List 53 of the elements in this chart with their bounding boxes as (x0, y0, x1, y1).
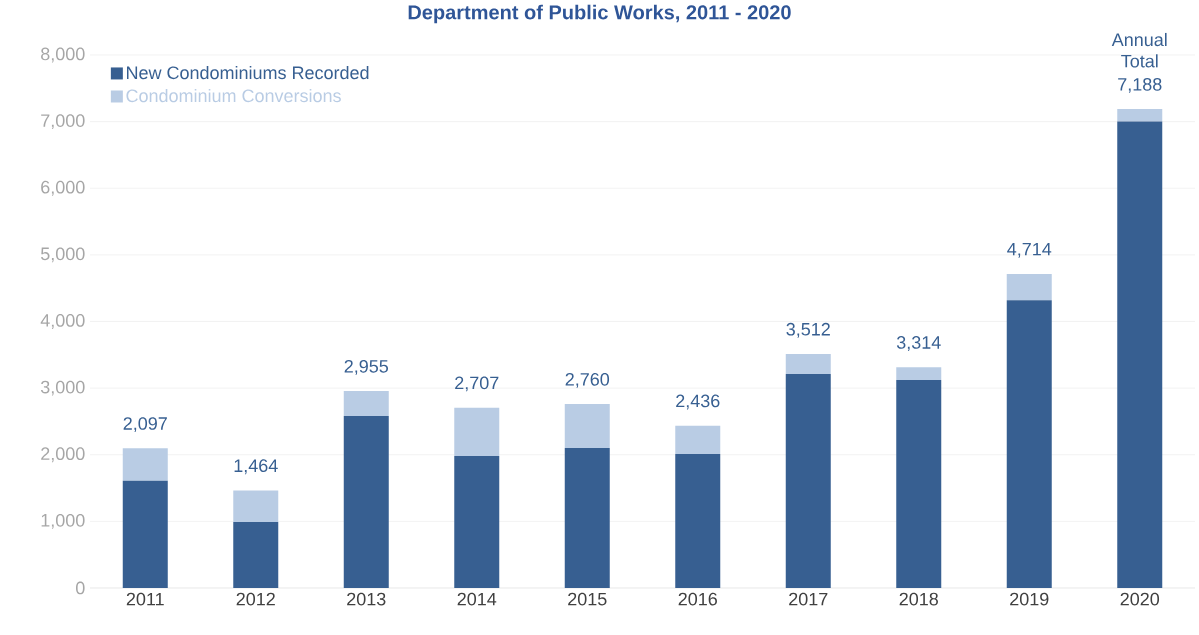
total-label: 3,314 (896, 336, 941, 351)
x-tick-label: 2013 (347, 592, 386, 606)
bar (1117, 121, 1163, 588)
bar (896, 380, 942, 588)
y-tick-label: 2,000 (41, 447, 85, 463)
x-tick-label: 2017 (789, 592, 828, 606)
bar (122, 448, 168, 481)
x-tick-label: 2014 (457, 592, 497, 606)
bar (454, 456, 500, 588)
y-tick-label: 6,000 (41, 180, 85, 196)
annotation: Annual Total (1111, 32, 1167, 68)
bar (785, 354, 831, 375)
y-tick-label: 7,000 (41, 114, 85, 130)
bar (564, 404, 610, 449)
bar (1117, 109, 1163, 122)
bar (343, 416, 389, 588)
total-label: 7,188 (1118, 77, 1162, 93)
total-label: 2,436 (676, 394, 720, 410)
bar (233, 522, 279, 588)
total-label: 2,097 (123, 417, 167, 433)
total-label: 2,760 (565, 372, 610, 388)
bar (1006, 300, 1052, 588)
bar (1006, 273, 1052, 301)
bar (785, 374, 831, 588)
x-tick-label: 2012 (236, 592, 275, 606)
x-tick-label: 2020 (1120, 592, 1160, 606)
bar (454, 407, 500, 457)
bar (343, 391, 389, 417)
total-label: 2,707 (455, 376, 499, 392)
bar (233, 490, 279, 523)
y-tick-label: 3,000 (40, 380, 85, 396)
chart-title: Department of Public Works, 2011 - 2020 (408, 4, 791, 24)
bar (122, 480, 168, 588)
x-tick-label: 2011 (126, 592, 164, 606)
total-label: 1,464 (234, 459, 278, 475)
total-label: 2,955 (344, 359, 389, 375)
total-label: 4,714 (1007, 242, 1052, 258)
x-tick-label: 2019 (1010, 592, 1049, 606)
bar (564, 448, 610, 588)
bar (675, 454, 721, 588)
legend-label: New Condominiums Recorded (127, 65, 369, 80)
legend-label: Condominium Conversions (126, 88, 341, 103)
y-tick-label: 8,000 (41, 47, 85, 63)
y-tick-label: 0 (76, 581, 85, 595)
bar (675, 425, 721, 455)
y-tick-label: 4,000 (40, 314, 85, 329)
total-label: 3,512 (786, 322, 830, 338)
x-tick-label: 2016 (678, 592, 717, 606)
y-tick-label: 5,000 (40, 247, 85, 263)
x-tick-label: 2018 (899, 592, 938, 606)
y-tick-label: 1,000 (41, 513, 85, 529)
bar (896, 367, 942, 381)
x-tick-label: 2015 (568, 592, 607, 606)
